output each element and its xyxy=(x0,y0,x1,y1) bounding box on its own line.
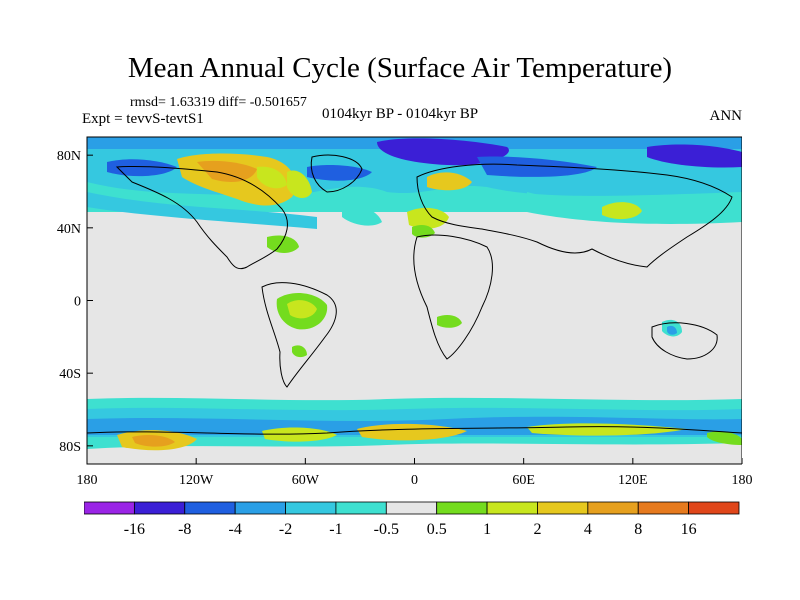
colorbar-label: 0.5 xyxy=(427,521,447,538)
colorbar-label: -16 xyxy=(124,521,145,538)
y-tick-label: 0 xyxy=(74,295,81,310)
colorbar-box xyxy=(436,501,488,515)
colorbar-box xyxy=(537,501,589,515)
colorbar-label: -8 xyxy=(178,521,191,538)
map-panel xyxy=(86,136,742,465)
colorbar-box xyxy=(637,501,690,515)
colorbar-label: 4 xyxy=(584,521,592,538)
season-label: ANN xyxy=(709,108,743,124)
colorbar-label: 16 xyxy=(681,521,697,538)
colorbar-label: 2 xyxy=(533,521,541,538)
colorbar-box xyxy=(285,501,337,515)
colorbar-label: -1 xyxy=(329,521,342,538)
colorbar: -16 -8 -4 -2 -1 -0.5 0.5 1 2 4 8 16 xyxy=(84,501,740,538)
y-tick-label: 80S xyxy=(59,440,81,455)
colorbar-label: -4 xyxy=(228,521,241,538)
y-tick-label: 80N xyxy=(57,149,81,164)
colorbar-label: 1 xyxy=(483,521,491,538)
y-tick-label: 40S xyxy=(59,367,81,382)
colorbar-box xyxy=(335,501,387,515)
colorbar-box xyxy=(234,501,286,515)
colorbar-box xyxy=(688,501,740,515)
colorbar-box xyxy=(184,501,236,515)
period-label: 0104kyr BP - 0104kyr BP xyxy=(322,106,479,122)
experiment-label: Expt = tevvS-tevtS1 xyxy=(82,111,204,127)
colorbar-box xyxy=(385,501,438,515)
y-tick-label: 40N xyxy=(57,222,81,237)
stats-label: rmsd= 1.63319 diff= -0.501657 xyxy=(130,95,307,110)
plot-title: Mean Annual Cycle (Surface Air Temperatu… xyxy=(127,52,673,84)
colorbar-label: -2 xyxy=(279,521,292,538)
colorbar-label: 8 xyxy=(634,521,642,538)
coastlines xyxy=(86,154,742,435)
colorbar-box xyxy=(486,501,538,515)
colorbar-box xyxy=(133,501,186,515)
colorbar-box xyxy=(587,501,639,515)
colorbar-label: -0.5 xyxy=(374,521,399,538)
colorbar-box xyxy=(84,501,135,515)
